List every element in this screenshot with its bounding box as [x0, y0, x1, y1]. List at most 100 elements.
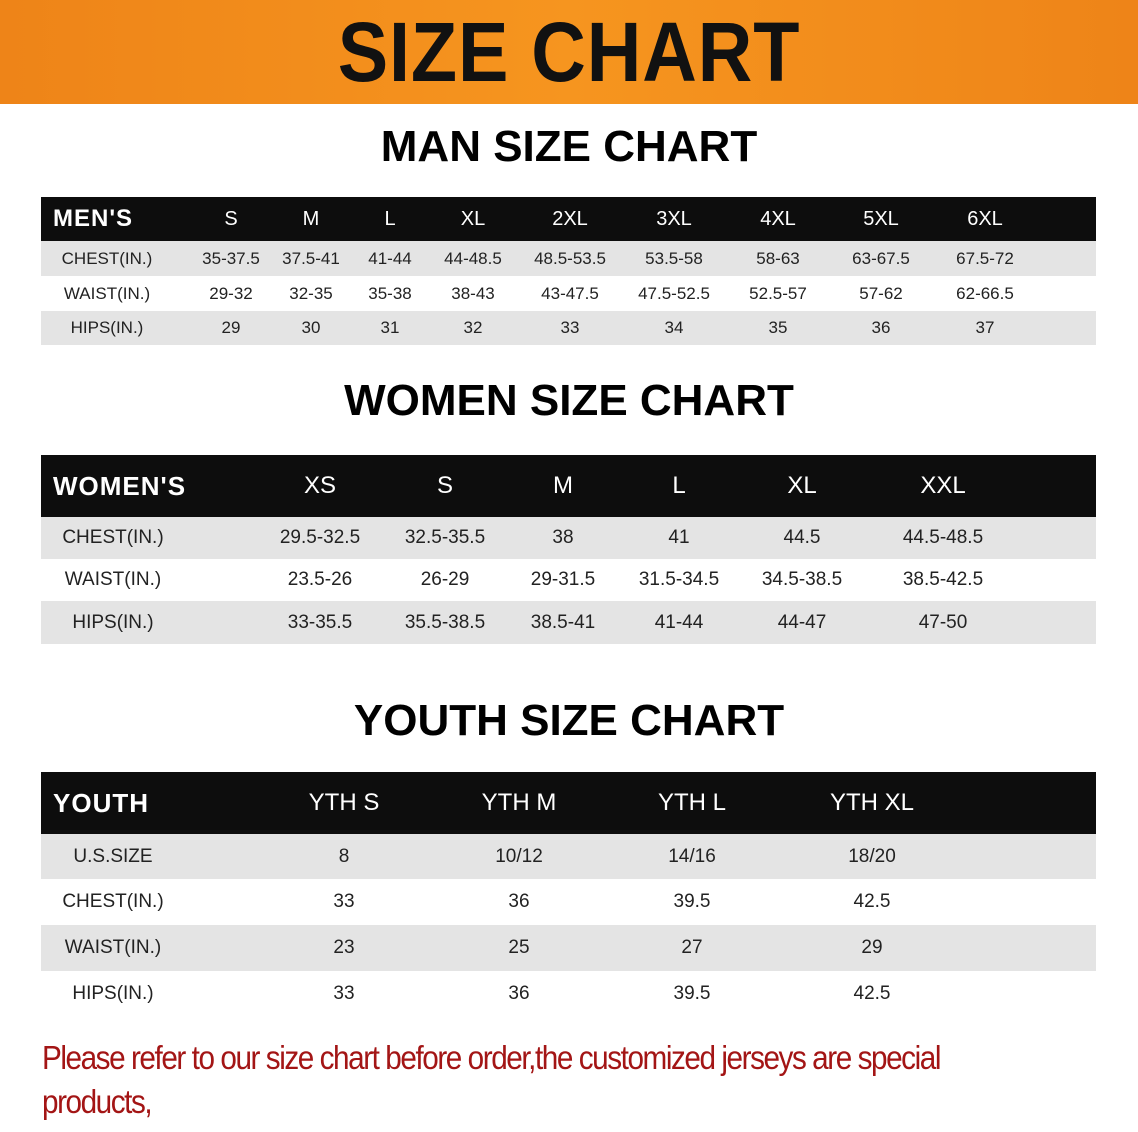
- size-header-cell: 3XL: [656, 207, 692, 230]
- table-cell: 32-35: [289, 283, 333, 303]
- measure-label-cell: WAIST(IN.): [63, 283, 151, 303]
- measure-label-cell: HIPS(IN.): [72, 611, 154, 633]
- size-header-cell: YTH XL: [829, 789, 915, 816]
- table-cell: 44-47: [777, 611, 827, 633]
- table-cell: 33-35.5: [287, 611, 353, 633]
- women-header-row: WOMEN'S XS S M L XL XXL: [41, 455, 1096, 517]
- table-cell: 35-38: [368, 283, 412, 303]
- table-cell: 41-44: [654, 611, 704, 633]
- table-cell: 48.5-53.5: [534, 248, 606, 268]
- table-cell: 39.5: [673, 982, 711, 1004]
- table-row: WAIST(IN.) 23 25 27 29: [41, 925, 1096, 971]
- size-header-cell: M: [553, 472, 573, 499]
- table-cell: 27: [681, 937, 703, 958]
- table-cell: 41-44: [368, 248, 412, 268]
- table-cell: 32.5-35.5: [404, 527, 486, 548]
- order-notice-line-2: we don't accept cancel, change, teturn o…: [42, 1124, 1032, 1132]
- table-cell: 34.5-38.5: [761, 569, 843, 590]
- table-cell: 25: [508, 937, 530, 958]
- table-cell: 32: [463, 318, 483, 337]
- size-header-cell: XXL: [920, 472, 966, 499]
- men-section-title: MAN SIZE CHART: [380, 122, 758, 171]
- table-cell: 44-48.5: [444, 248, 502, 268]
- measure-label-cell: HIPS(IN.): [72, 982, 154, 1004]
- table-cell: 29-32: [209, 283, 253, 303]
- size-header-cell: XS: [303, 472, 336, 499]
- youth-section-title: YOUTH SIZE CHART: [353, 696, 785, 745]
- measure-label-cell: CHEST(IN.): [62, 527, 164, 548]
- table-title-cell: WOMEN'S: [53, 470, 187, 501]
- table-cell: 29: [221, 318, 241, 337]
- table-cell: 38: [552, 527, 574, 548]
- table-cell: 31: [380, 318, 400, 337]
- table-cell: 35-37.5: [202, 248, 260, 268]
- table-cell: 58-63: [756, 248, 800, 268]
- table-cell: 37: [975, 318, 995, 337]
- table-cell: 39.5: [673, 891, 711, 912]
- table-cell: 62-66.5: [956, 283, 1014, 303]
- table-cell: 36: [871, 318, 891, 337]
- size-header-cell: 2XL: [552, 207, 588, 230]
- measure-label-cell: CHEST(IN.): [62, 891, 164, 912]
- table-cell: 63-67.5: [852, 248, 910, 268]
- table-cell: 29-31.5: [530, 569, 596, 590]
- table-cell: 36: [508, 982, 530, 1004]
- table-cell: 38-43: [451, 283, 495, 303]
- table-cell: 41: [668, 527, 690, 548]
- table-cell: 42.5: [853, 891, 891, 912]
- table-cell: 42.5: [853, 982, 891, 1004]
- banner: SIZE CHART: [0, 0, 1138, 104]
- table-cell: 38.5-41: [530, 611, 596, 633]
- table-cell: 30: [301, 318, 321, 337]
- size-header-cell: L: [672, 472, 686, 499]
- table-cell: 47-50: [918, 611, 968, 633]
- size-header-cell: XL: [460, 207, 486, 230]
- table-row: HIPS(IN.) 33 36 39.5 42.5: [41, 971, 1096, 1016]
- measure-label-cell: CHEST(IN.): [61, 248, 153, 268]
- table-cell: 35.5-38.5: [404, 611, 486, 633]
- table-cell: 33: [333, 982, 355, 1004]
- women-size-table: WOMEN'S XS S M L XL XXL CHEST(IN.) 29.5-32.5 32.5…: [41, 455, 1096, 644]
- women-section-title: WOMEN SIZE CHART: [344, 376, 794, 425]
- size-header-cell: YTH L: [657, 789, 726, 816]
- table-cell: 14/16: [668, 845, 716, 867]
- table-row: U.S.SIZE 8 10/12 14/16 18/20: [41, 834, 1096, 879]
- table-cell: 44.5-48.5: [902, 527, 984, 548]
- table-cell: 29.5-32.5: [279, 527, 361, 548]
- table-cell: 23: [333, 937, 355, 958]
- table-cell: 53.5-58: [645, 248, 703, 268]
- table-cell: 37.5-41: [282, 248, 340, 268]
- table-cell: 47.5-52.5: [638, 283, 710, 303]
- measure-label-cell: WAIST(IN.): [64, 937, 162, 958]
- table-row: WAIST(IN.) 23.5-26 26-29 29-31.5 31.5-34.5 34…: [41, 559, 1096, 601]
- measure-label-cell: WAIST(IN.): [64, 569, 162, 590]
- measure-label-cell: U.S.SIZE: [73, 845, 153, 867]
- table-cell: 36: [508, 891, 530, 912]
- size-header-cell: YTH M: [481, 789, 557, 816]
- order-notice: Please refer to our size chart before or…: [42, 1036, 1032, 1132]
- size-header-cell: S: [224, 207, 238, 230]
- size-header-cell: M: [302, 207, 320, 230]
- measure-label-cell: HIPS(IN.): [70, 318, 144, 337]
- size-header-cell: XL: [787, 472, 817, 499]
- table-cell: 31.5-34.5: [638, 569, 720, 590]
- size-header-cell: YTH S: [308, 789, 380, 816]
- table-cell: 33: [333, 891, 355, 912]
- order-notice-line-1: Please refer to our size chart before or…: [42, 1039, 941, 1120]
- table-row: HIPS(IN.) 33-35.5 35.5-38.5 38.5-41 41-44 44-…: [41, 601, 1096, 644]
- size-header-cell: 4XL: [760, 207, 796, 230]
- table-title-cell: YOUTH: [53, 787, 149, 818]
- table-cell: 34: [664, 318, 684, 337]
- table-cell: 57-62: [859, 283, 903, 303]
- youth-header-row: YOUTH YTH S YTH M YTH L YTH XL: [41, 772, 1096, 834]
- size-header-cell: L: [384, 207, 396, 230]
- table-cell: 23.5-26: [287, 569, 353, 590]
- men-size-table: MEN'S S M L XL 2XL 3XL 4XL 5XL 6XL CHEST(IN.) 35-37…: [41, 197, 1096, 345]
- table-cell: 8: [338, 845, 350, 867]
- table-cell: 26-29: [420, 569, 470, 590]
- size-header-cell: 6XL: [967, 207, 1003, 230]
- table-row: HIPS(IN.) 29 30 31 32 33 34 35 36 37: [41, 311, 1096, 345]
- table-cell: 33: [560, 318, 580, 337]
- table-cell: 38.5-42.5: [902, 569, 984, 590]
